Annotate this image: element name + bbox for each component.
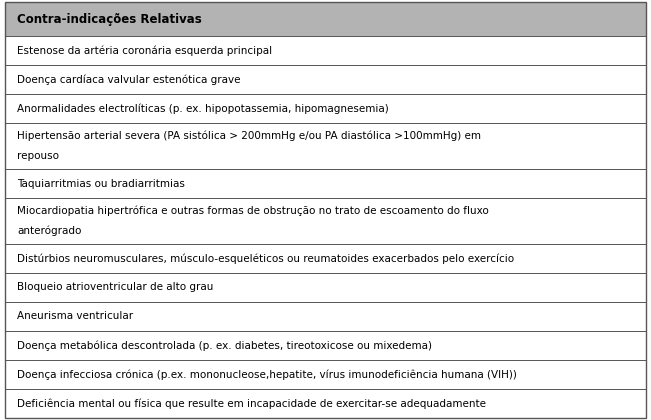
- Bar: [5, 360, 646, 389]
- Text: repouso: repouso: [17, 151, 59, 161]
- Text: Hipertensão arterial severa (PA sistólica > 200mmHg e/ou PA diastólica >100mmHg): Hipertensão arterial severa (PA sistólic…: [17, 131, 481, 141]
- Bar: [5, 94, 646, 123]
- Text: anterógrado: anterógrado: [17, 226, 81, 236]
- Text: Doença infecciosa crónica (p.ex. mononucleose,hepatite, vírus imunodeficiência h: Doença infecciosa crónica (p.ex. mononuc…: [17, 369, 517, 380]
- Bar: [5, 198, 646, 244]
- Bar: [5, 36, 646, 65]
- Bar: [5, 244, 646, 273]
- Text: Miocardiopatia hipertrófica e outras formas de obstrução no trato de escoamento : Miocardiopatia hipertrófica e outras for…: [17, 206, 489, 216]
- Bar: [5, 65, 646, 94]
- Text: Doença metabólica descontrolada (p. ex. diabetes, tireotoxicose ou mixedema): Doença metabólica descontrolada (p. ex. …: [17, 340, 432, 351]
- Bar: [5, 331, 646, 360]
- Text: Deficiência mental ou física que resulte em incapacidade de exercitar-se adequad: Deficiência mental ou física que resulte…: [17, 398, 486, 409]
- Text: Anormalidades electrolíticas (p. ex. hipopotassemia, hipomagnesemia): Anormalidades electrolíticas (p. ex. hip…: [17, 103, 389, 114]
- Bar: [5, 273, 646, 302]
- Bar: [5, 123, 646, 169]
- Text: Doença cardíaca valvular estenótica grave: Doença cardíaca valvular estenótica grav…: [17, 74, 240, 85]
- Bar: [5, 389, 646, 418]
- Text: Bloqueio atrioventricular de alto grau: Bloqueio atrioventricular de alto grau: [17, 282, 214, 292]
- Bar: [5, 2, 646, 36]
- Bar: [5, 302, 646, 331]
- Text: Taquiarritmias ou bradiarritmias: Taquiarritmias ou bradiarritmias: [17, 178, 185, 189]
- Text: Contra-indicações Relativas: Contra-indicações Relativas: [17, 13, 202, 26]
- Text: Estenose da artéria coronária esquerda principal: Estenose da artéria coronária esquerda p…: [17, 45, 272, 56]
- Text: Distúrbios neuromusculares, músculo-esqueléticos ou reumatoides exacerbados pelo: Distúrbios neuromusculares, músculo-esqu…: [17, 253, 514, 264]
- Text: Aneurisma ventricular: Aneurisma ventricular: [17, 311, 133, 321]
- Bar: [5, 169, 646, 198]
